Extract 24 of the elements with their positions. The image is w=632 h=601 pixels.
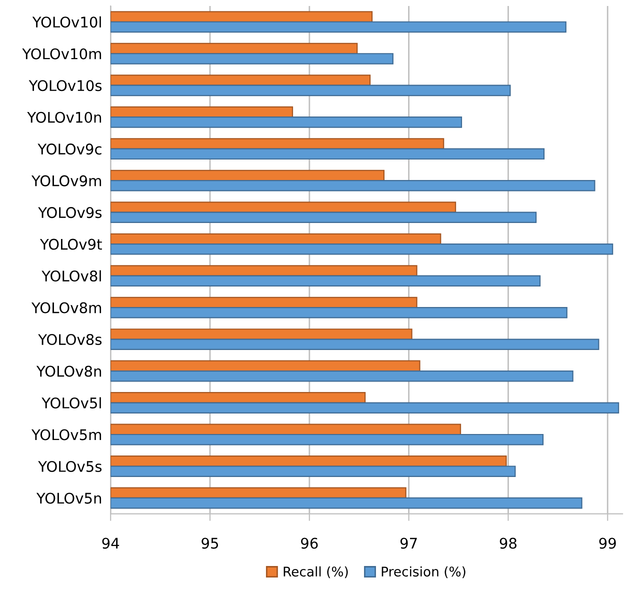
x-tick-label: 94 [102, 538, 120, 549]
y-tick-label: YOLOv9t [40, 238, 102, 250]
legend-label: Precision (%) [382, 566, 466, 578]
y-tick-label: YOLOv10n [27, 112, 102, 123]
y-tick-label: YOLOv5m [31, 429, 102, 440]
x-tick-label: 98 [500, 538, 516, 549]
y-tick-label: YOLOv8l [42, 270, 101, 282]
y-tick-label: YOLOv9s [38, 207, 102, 218]
y-tick-label: YOLOv9m [31, 175, 102, 186]
y-tick-label: YOLOv8n [36, 366, 102, 377]
x-tick-label: 95 [202, 538, 218, 549]
y-tick-label: YOLOv5n [36, 492, 102, 504]
x-tick-label: 99 [599, 538, 616, 549]
y-tick-label: YOLOv9c [38, 144, 102, 155]
y-tick-label: YOLOv10s [28, 80, 102, 92]
y-tick-label: YOLOv5s [38, 460, 102, 472]
y-tick-label: YOLOv10l [32, 16, 101, 28]
x-tick-label: 97 [400, 538, 417, 549]
y-tick-label: YOLOv8s [38, 334, 102, 346]
legend-label: Recall (%) [284, 566, 348, 578]
y-tick-label: YOLOv8m [31, 302, 102, 314]
x-tick-label: 96 [301, 538, 318, 549]
y-tick-label: YOLOv10m [22, 48, 102, 60]
y-tick-label: YOLOv5l [42, 397, 101, 409]
